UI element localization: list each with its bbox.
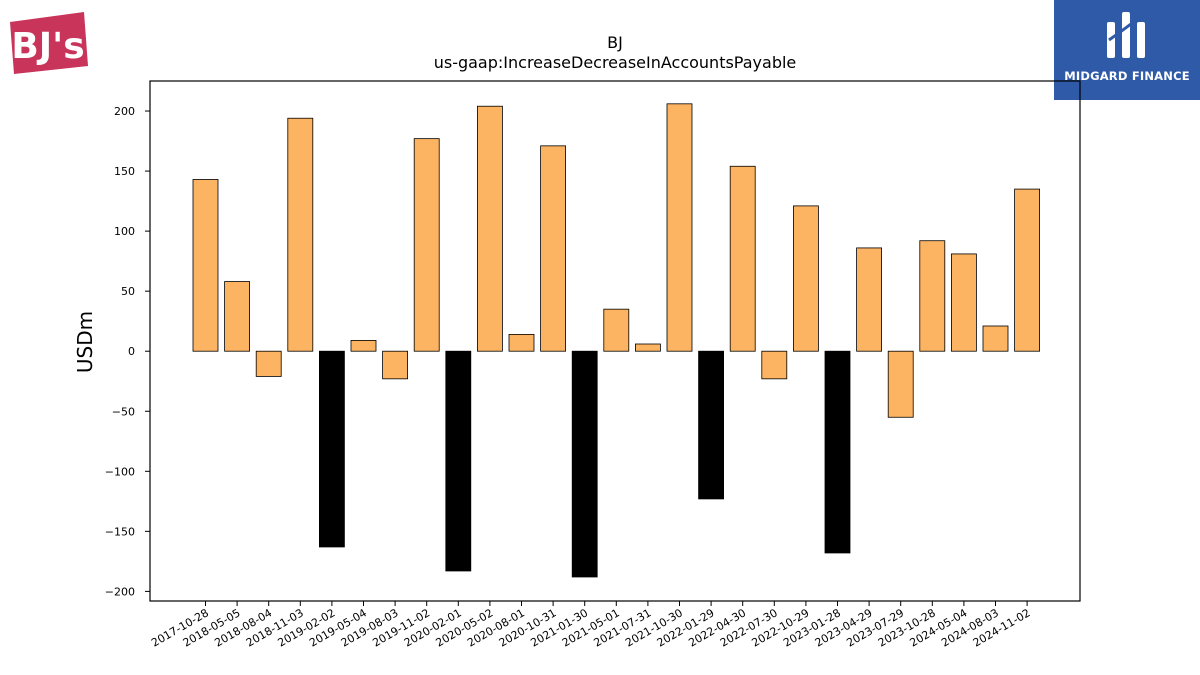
- y-tick-label: 0: [128, 345, 135, 358]
- bar-2022-01-29: [698, 350, 724, 500]
- bar-2019-08-03: [382, 350, 409, 380]
- midgard-emblem-icon: [1107, 12, 1145, 58]
- bjs-logo: BJ's: [8, 8, 90, 74]
- x-axis: 2017-10-282018-05-052018-08-042018-11-03…: [149, 601, 1033, 650]
- bar-2019-02-02: [318, 350, 345, 548]
- bar-2023-10-28: [919, 240, 946, 352]
- y-tick-label: −200: [105, 585, 135, 598]
- y-tick-label: 150: [114, 165, 135, 178]
- bar-2022-07-30: [761, 350, 788, 380]
- bar-2022-04-30: [729, 165, 756, 352]
- y-tick-label: −100: [105, 465, 135, 478]
- bar-2023-01-28: [824, 350, 851, 554]
- bar-2021-01-30: [571, 350, 598, 578]
- bar-2019-11-02: [413, 138, 440, 352]
- y-axis-label: USDm: [73, 311, 97, 373]
- y-tick-label: 100: [114, 225, 135, 238]
- plot-frame: [149, 80, 1081, 602]
- y-tick-label: 200: [114, 105, 135, 118]
- bar-2021-10-30: [666, 103, 693, 352]
- bar-2022-10-29: [793, 205, 819, 352]
- chart-title: BJ: [607, 33, 623, 52]
- y-tick-label: −150: [105, 525, 135, 538]
- bar-2020-02-01: [445, 350, 472, 572]
- bar-2024-05-04: [951, 253, 977, 352]
- midgard-finance-logo: MIDGARD FINANCE: [1054, 0, 1200, 100]
- bjs-logo-graphic: BJ's: [10, 12, 88, 74]
- y-tick-label: 50: [121, 285, 135, 298]
- chart-subtitle: us-gaap:IncreaseDecreaseInAccountsPayabl…: [434, 53, 797, 72]
- bar-2018-11-03: [287, 117, 314, 352]
- bar-2020-10-31: [540, 145, 566, 352]
- bar-2018-05-05: [224, 281, 251, 352]
- midgard-finance-text: MIDGARD FINANCE: [1064, 69, 1190, 83]
- bar-2020-08-01: [508, 333, 535, 352]
- bar-2020-05-02: [476, 105, 503, 352]
- bar-2019-05-04: [350, 339, 377, 352]
- bar-2024-11-02: [1014, 188, 1040, 352]
- y-tick-label: −50: [112, 405, 135, 418]
- bjs-logo-text: BJ's: [11, 26, 84, 67]
- y-axis: −200 −150 −100 −50 0 50 100 150 200: [105, 105, 150, 598]
- bar-2017-10-28: [192, 179, 219, 352]
- bar-2018-08-04: [255, 350, 282, 377]
- bar-2023-07-29: [887, 350, 914, 418]
- bar-2021-05-01: [603, 308, 630, 352]
- bar-2024-08-03: [982, 325, 1009, 352]
- bar-2021-07-31: [635, 343, 661, 352]
- bar-2023-04-29: [856, 247, 882, 352]
- bars-group: [192, 103, 1040, 578]
